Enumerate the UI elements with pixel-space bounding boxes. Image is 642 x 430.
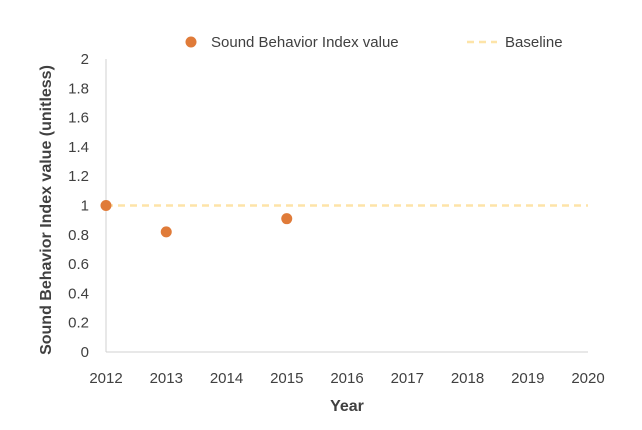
data-point bbox=[100, 200, 112, 211]
y-tick-label: 0.4 bbox=[68, 285, 89, 302]
x-tick-label: 2014 bbox=[210, 370, 243, 387]
y-axis-title: Sound Behavior Index value (unitless) bbox=[38, 65, 55, 355]
y-tick-label: 1.2 bbox=[68, 168, 89, 185]
y-tick-label: 0.6 bbox=[68, 256, 89, 273]
data-point bbox=[281, 213, 293, 225]
y-tick-label: 1.4 bbox=[68, 139, 89, 156]
legend-label-sound-behavior-index: Sound Behavior Index value bbox=[211, 34, 399, 51]
x-tick-label: 2016 bbox=[330, 370, 363, 387]
plot-area bbox=[100, 200, 588, 238]
y-tick-label: 1.6 bbox=[68, 110, 89, 127]
y-tick-label: 0.2 bbox=[68, 315, 89, 332]
legend: Sound Behavior Index value Baseline bbox=[185, 34, 563, 51]
x-tick-label: 2018 bbox=[451, 370, 484, 387]
legend-label-baseline: Baseline bbox=[505, 34, 563, 51]
x-tick-label: 2012 bbox=[89, 370, 122, 387]
x-tick-label: 2015 bbox=[270, 370, 303, 387]
y-tick-label: 0.8 bbox=[68, 227, 89, 244]
legend-marker-sound-behavior-index bbox=[185, 36, 197, 48]
y-tick-label: 0 bbox=[81, 344, 89, 361]
y-tick-label: 1.8 bbox=[68, 80, 89, 97]
x-tick-label: 2020 bbox=[571, 370, 604, 387]
x-tick-label: 2019 bbox=[511, 370, 544, 387]
y-tick-label: 2 bbox=[81, 51, 89, 68]
x-tick-labels: 2012 2013 2014 2015 2016 2017 2018 2019 2020 bbox=[89, 370, 604, 387]
y-tick-label: 1 bbox=[81, 198, 89, 215]
x-tick-label: 2013 bbox=[150, 370, 183, 387]
data-point bbox=[160, 226, 172, 238]
y-tick-labels: 0 0.2 0.4 0.6 0.8 1 1.2 1.4 1.6 1.8 2 bbox=[68, 51, 89, 361]
x-axis-title: Year bbox=[330, 398, 364, 415]
x-tick-label: 2017 bbox=[391, 370, 424, 387]
